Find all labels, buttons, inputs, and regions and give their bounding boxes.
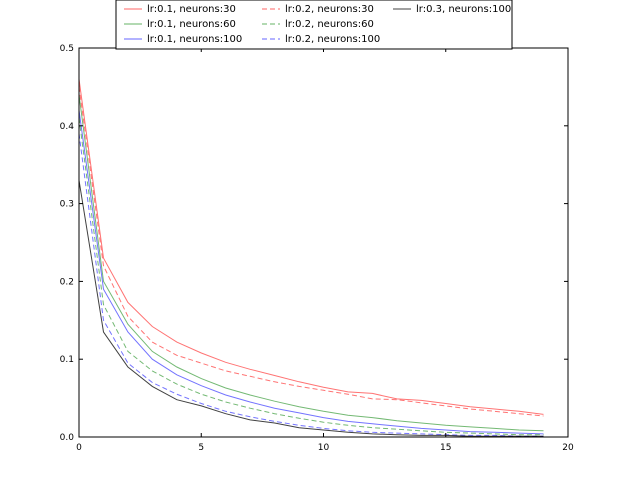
y-tick-label: 0.4 <box>60 122 75 132</box>
x-tick-label: 20 <box>562 443 574 453</box>
x-tick-label: 10 <box>318 443 330 453</box>
y-tick-label: 0.5 <box>60 44 74 54</box>
series-line-7 <box>78 180 544 437</box>
legend-box <box>115 0 513 50</box>
series-line-1 <box>78 79 544 415</box>
legend-label: lr:0.2, neurons:30 <box>285 4 374 15</box>
y-tick-label: 0.0 <box>60 433 75 443</box>
series-layer <box>78 79 544 437</box>
y-axis: 0.0 0.1 0.2 0.3 0.4 0.5 <box>60 44 568 443</box>
series-line-3 <box>78 110 544 435</box>
x-tick-label: 5 <box>198 443 204 453</box>
series-line-4 <box>78 86 544 417</box>
x-axis: 0 5 10 15 20 <box>76 48 574 453</box>
series-line-2 <box>78 94 544 432</box>
y-tick-label: 0.2 <box>60 277 74 287</box>
series-line-5 <box>78 117 544 436</box>
legend-label: lr:0.3, neurons:100 <box>416 4 511 15</box>
x-tick-label: 0 <box>76 443 82 453</box>
legend-label: lr:0.1, neurons:30 <box>147 4 236 15</box>
y-tick-label: 0.1 <box>60 355 74 365</box>
plot-area <box>79 48 568 437</box>
legend-label: lr:0.2, neurons:60 <box>285 19 374 30</box>
legend-label: lr:0.2, neurons:100 <box>285 34 380 45</box>
series-line-6 <box>78 133 544 437</box>
legend-label: lr:0.1, neurons:60 <box>147 19 236 30</box>
y-tick-label: 0.3 <box>60 200 74 210</box>
legend-label: lr:0.1, neurons:100 <box>147 34 242 45</box>
x-tick-label: 15 <box>440 443 451 453</box>
legend: lr:0.1, neurons:30 lr:0.1, neurons:60 lr:0… <box>115 0 513 50</box>
